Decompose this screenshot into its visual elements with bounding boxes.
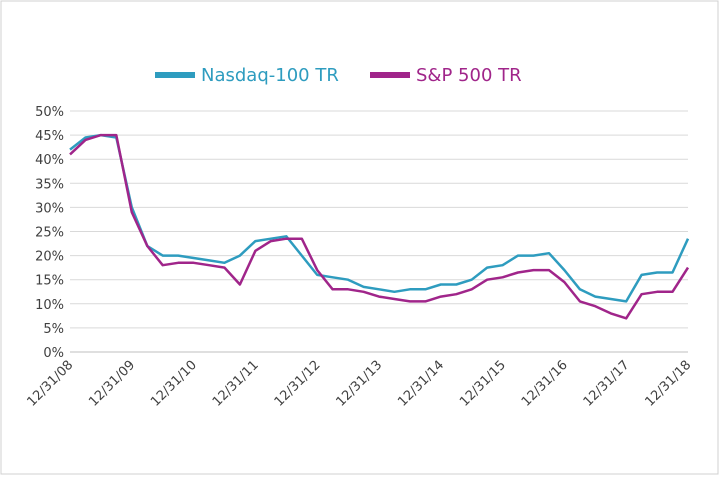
legend-label: S&P 500 TR [416, 65, 522, 86]
y-tick-label: 10% [35, 298, 64, 313]
y-tick-label: 20% [35, 250, 64, 265]
y-tick-label: 35% [35, 177, 64, 192]
y-tick-label: 15% [35, 274, 64, 289]
series-line [69, 133, 690, 303]
y-tick-label: 40% [35, 153, 64, 168]
y-tick-label: 0% [43, 346, 64, 361]
y-tick-label: 5% [43, 322, 64, 337]
y-tick-label: 50% [35, 105, 64, 120]
legend-label: Nasdaq-100 TR [201, 65, 339, 86]
y-tick-label: 30% [35, 201, 64, 216]
y-tick-label: 25% [35, 226, 64, 241]
series-line [69, 133, 690, 320]
y-tick-label: 45% [35, 129, 64, 144]
